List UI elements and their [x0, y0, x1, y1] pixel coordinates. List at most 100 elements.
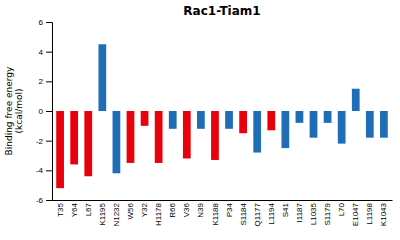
y-tick: 6 [39, 18, 52, 27]
x-tick-label: L1194 [267, 202, 276, 224]
x-tick-label: Y64 [70, 202, 79, 217]
y-tick-mark [46, 111, 52, 112]
bar [84, 111, 92, 176]
bar [281, 111, 289, 148]
y-tick: -4 [36, 166, 52, 175]
x-tick-label: L1035 [309, 202, 318, 225]
x-tick: E1047 [351, 200, 360, 226]
bar [183, 111, 191, 158]
y-axis-line [46, 23, 53, 201]
x-tick: I1187 [295, 200, 304, 222]
x-tick-label: S1179 [323, 202, 332, 225]
x-tick: R66 [168, 200, 177, 218]
x-tick: L67 [84, 200, 93, 216]
y-tick-mark [46, 52, 52, 53]
y-tick: -2 [36, 137, 52, 146]
x-tick-label: R66 [168, 202, 177, 217]
x-tick-label: S1184 [239, 202, 248, 225]
x-tick: K1188 [211, 200, 220, 226]
bar [56, 111, 64, 188]
y-tick-mark [46, 81, 52, 82]
x-tick-label: L70 [337, 202, 346, 216]
x-tick: L70 [337, 200, 346, 216]
x-tick: L1194 [267, 200, 276, 225]
bar [253, 111, 261, 153]
x-tick-label: V36 [182, 202, 191, 217]
x-tick: L1198 [365, 200, 374, 225]
bar [141, 111, 149, 126]
x-tick: W56 [126, 200, 135, 219]
bar [310, 111, 318, 138]
x-tick-label: K1188 [211, 202, 220, 225]
y-axis-title: Binding free energy(kcal/mol) [4, 66, 24, 156]
x-tick-label: L67 [84, 202, 93, 216]
x-tick-label: K1043 [379, 202, 388, 226]
x-tick: S1179 [323, 200, 332, 226]
x-tick-label: E1047 [351, 202, 360, 226]
x-tick-label: S41 [281, 202, 290, 217]
y-axis: -6 -4 -2 0 2 4 6 [36, 18, 53, 205]
x-tick: Y64 [70, 200, 79, 217]
x-tick: S41 [281, 200, 290, 217]
x-tick: H1178 [154, 200, 163, 226]
y-tick-label: 0 [39, 107, 44, 116]
x-tick-label: W56 [126, 202, 135, 219]
x-tick-label: P34 [225, 202, 234, 217]
chart: -6 -4 -2 0 2 4 6 T35 Y64 L67 K1195 N1232 W56 Y32 H1178… [0, 0, 400, 240]
bar [296, 111, 304, 123]
y-tick-label: 6 [39, 18, 44, 27]
x-tick-label: H1178 [154, 202, 163, 226]
title: Rac1-Tiam1 [183, 4, 260, 18]
bar [380, 111, 388, 138]
y-tick: 4 [39, 48, 52, 57]
bar [267, 111, 275, 130]
x-axis-line [53, 200, 393, 201]
x-tick: Y32 [140, 200, 149, 217]
x-tick: T35 [56, 200, 65, 217]
x-tick-label: Q1177 [253, 202, 262, 226]
x-tick: K1043 [379, 200, 388, 226]
y-tick-mark [46, 141, 52, 142]
x-tick: L1035 [309, 200, 318, 225]
y-tick: 0 [39, 107, 52, 116]
bar [225, 111, 233, 129]
x-tick: V36 [182, 200, 191, 217]
y-tick-label: -2 [36, 137, 44, 146]
bar [324, 111, 332, 123]
bar [155, 111, 163, 163]
y-tick-label: 4 [39, 48, 44, 57]
bar [98, 44, 106, 111]
y-tick-label: -6 [36, 196, 44, 205]
y-tick-mark [46, 170, 52, 171]
bar [127, 111, 135, 163]
x-tick: S1184 [239, 200, 248, 226]
x-tick-label: K1195 [98, 202, 107, 225]
x-tick-label: L1198 [365, 202, 374, 224]
y-tick-label: 2 [39, 77, 44, 86]
x-tick-label: T35 [56, 202, 65, 216]
bar [338, 111, 346, 144]
y-tick-label: -4 [36, 166, 44, 175]
bar [239, 111, 247, 133]
bar [169, 111, 177, 129]
bar [211, 111, 219, 160]
bar [113, 111, 121, 173]
x-tick-label: Y32 [140, 202, 149, 217]
bars [56, 44, 388, 188]
x-tick: P34 [225, 200, 234, 217]
y-tick: -6 [36, 196, 52, 205]
bar [352, 89, 360, 111]
x-tick: Q1177 [253, 200, 262, 226]
bar [366, 111, 374, 138]
x-tick: K1195 [98, 200, 107, 226]
x-tick: N39 [196, 200, 205, 218]
y-tick-mark [46, 22, 52, 23]
y-tick: 2 [39, 77, 52, 86]
x-axis: T35 Y64 L67 K1195 N1232 W56 Y32 H1178 R66 V36 N39 K… [53, 200, 393, 227]
x-tick-label: N1232 [112, 202, 121, 226]
x-tick: N1232 [112, 200, 121, 227]
plot: -6 -4 -2 0 2 4 6 T35 Y64 L67 K1195 N1232 W56 Y32 H1178… [36, 18, 393, 227]
bar [70, 111, 78, 164]
x-tick-label: I1187 [295, 202, 304, 222]
x-tick-label: N39 [196, 202, 205, 217]
